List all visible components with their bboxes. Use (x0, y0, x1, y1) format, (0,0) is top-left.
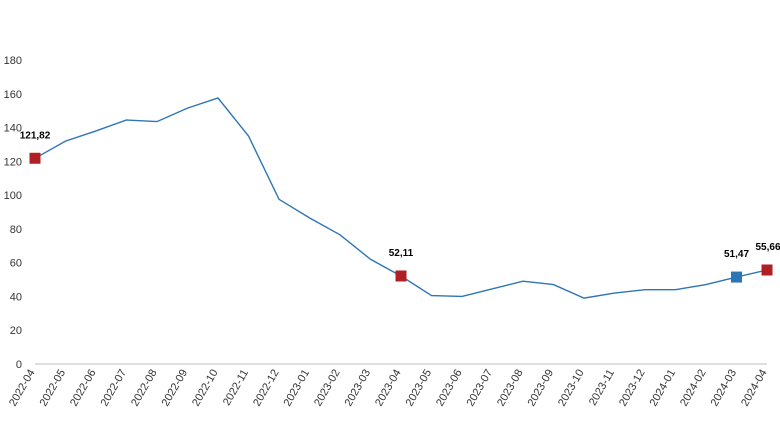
x-tick-label: 2023-10 (556, 368, 587, 409)
x-tick-label: 2022-05 (38, 368, 69, 409)
highlight-markers: 121,82 52,11 51,47 55,66 (20, 130, 780, 283)
data-marker (29, 152, 41, 164)
x-tick-label: 2023-09 (526, 368, 557, 409)
x-tick-label: 2023-08 (495, 368, 526, 409)
x-tick-label: 2022-11 (221, 368, 251, 408)
x-tick-label: 2023-01 (282, 368, 313, 409)
x-tick-label: 2024-01 (648, 368, 679, 409)
y-tick-label: 0 (16, 359, 22, 371)
data-label: 121,82 (20, 130, 51, 141)
data-label: 52,11 (389, 248, 414, 259)
x-axis-ticks: 2022-04 2022-05 2022-06 2022-07 2022-08 2022-… (7, 368, 770, 409)
x-tick-label: 2022-07 (99, 368, 130, 409)
data-marker (761, 264, 773, 276)
y-tick-label: 80 (10, 224, 22, 236)
x-tick-label: 2023-02 (312, 368, 343, 409)
x-tick-label: 2023-03 (343, 368, 374, 409)
x-tick-label: 2023-11 (587, 368, 617, 408)
y-tick-label: 100 (4, 190, 22, 202)
x-tick-label: 2023-06 (434, 368, 465, 409)
x-tick-label: 2023-04 (373, 368, 404, 409)
data-label: 51,47 (724, 249, 749, 260)
y-tick-label: 160 (4, 89, 22, 101)
y-tick-label: 40 (10, 291, 22, 303)
x-tick-label: 2024-04 (739, 368, 770, 409)
series-line (34, 97, 768, 299)
data-marker (395, 270, 407, 282)
x-tick-label: 2022-06 (68, 368, 99, 409)
y-tick-label: 120 (4, 156, 22, 168)
x-tick-label: 2022-12 (251, 368, 282, 409)
x-tick-label: 2024-03 (709, 368, 740, 409)
x-tick-label: 2024-02 (678, 368, 709, 409)
x-tick-label: 2023-12 (617, 368, 648, 409)
y-tick-label: 60 (10, 258, 22, 270)
data-label: 55,66 (755, 242, 780, 253)
y-tick-label: 20 (10, 325, 22, 337)
y-axis-ticks: 0 20 40 60 80 100 120 140 160 180 (4, 55, 22, 371)
x-tick-label: 2022-09 (160, 368, 191, 409)
x-tick-label: 2022-08 (129, 368, 160, 409)
x-tick-label: 2023-07 (465, 368, 496, 409)
y-tick-label: 140 (4, 123, 22, 135)
x-tick-label: 2022-10 (190, 368, 221, 409)
x-tick-label: 2023-05 (404, 368, 435, 409)
data-marker (731, 271, 742, 283)
x-tick-label: 2022-04 (7, 368, 38, 409)
y-tick-label: 180 (4, 55, 22, 67)
